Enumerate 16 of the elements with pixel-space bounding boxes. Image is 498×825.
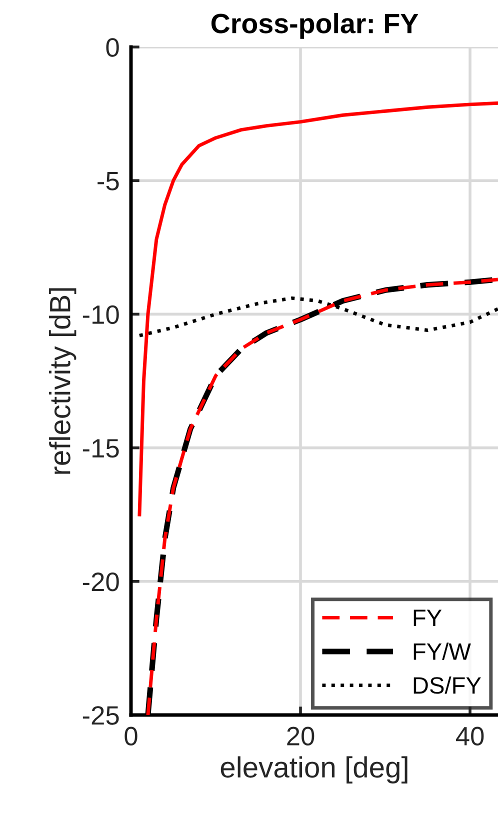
y-tick-label: -10 [82,305,119,324]
x-tick-label: 0 [124,726,138,746]
y-tick-label: -15 [82,439,119,458]
line-series [138,101,498,516]
y-axis-title: reflectivity [dB] [49,288,76,474]
legend-label: FY/W [414,642,471,660]
y-tick-label: -20 [82,572,119,592]
y-tick-label: -25 [82,706,119,725]
y-tick-label: -5 [98,172,119,190]
legend-label: DS/FY [414,676,481,694]
legend-label: FY [414,610,442,626]
y-tick-label: 0 [106,38,119,57]
x-axis-title: elevation [deg] [220,756,408,784]
x-tick-label: 40 [456,726,484,746]
x-tick-label: 20 [287,726,314,746]
chart-title: Cross-polar: FY [211,12,418,39]
